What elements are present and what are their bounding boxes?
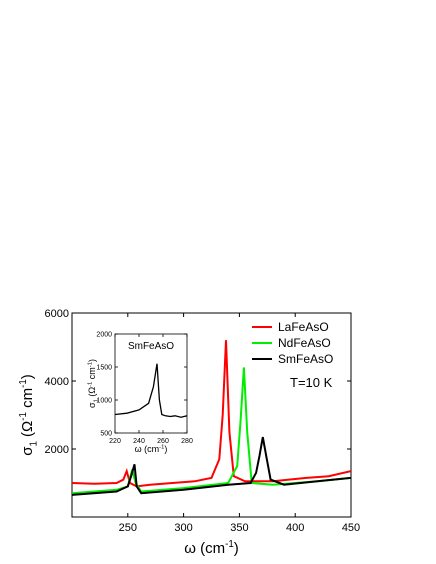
y-tick-label: 6000 bbox=[45, 308, 69, 320]
y-axis-label-part: σ bbox=[19, 446, 36, 456]
series-line bbox=[72, 340, 351, 488]
y-axis-label-part: cm bbox=[87, 367, 97, 382]
legend-label: LaFeAsO bbox=[278, 320, 329, 334]
y-axis-label-part: -1 bbox=[18, 412, 29, 421]
x-tick-label: 220 bbox=[109, 438, 121, 445]
x-axis-label-part: -1 bbox=[159, 444, 164, 450]
x-axis-label-part: ω (cm bbox=[135, 444, 160, 454]
x-axis-label-part: ) bbox=[234, 540, 239, 557]
x-axis-label: ω (cm-1) bbox=[184, 539, 239, 557]
inset-title: SmFeAsO bbox=[128, 341, 174, 352]
y-tick-label: 4000 bbox=[45, 376, 69, 388]
series-line bbox=[115, 363, 187, 418]
y-axis-label-part: (Ω bbox=[87, 387, 97, 399]
y-axis-label-part: ) bbox=[19, 374, 36, 379]
y-axis-label-part: 1 bbox=[29, 441, 40, 446]
x-tick-label: 260 bbox=[157, 438, 169, 445]
y-axis-label: σ1 (Ω-1 cm-1) bbox=[87, 359, 100, 408]
x-axis-label-part: ) bbox=[164, 444, 167, 454]
y-tick-label: 2000 bbox=[96, 331, 112, 338]
plot-frame bbox=[114, 333, 188, 434]
y-axis-label-part: cm bbox=[19, 388, 36, 412]
x-tick-label: 450 bbox=[342, 522, 360, 534]
x-axis-label-part: ω (cm bbox=[184, 540, 225, 557]
y-tick-label: 1000 bbox=[96, 397, 112, 404]
x-tick-label: 300 bbox=[174, 522, 192, 534]
legend-label: SmFeAsO bbox=[278, 352, 333, 366]
y-axis-label-part: σ bbox=[87, 402, 97, 408]
y-axis-label: σ1 (Ω-1 cm-1) bbox=[18, 374, 40, 456]
y-axis-label-part: ) bbox=[87, 359, 97, 362]
y-axis-label-part: 1 bbox=[94, 399, 100, 402]
y-axis-label-part: -1 bbox=[18, 379, 29, 388]
x-tick-label: 240 bbox=[133, 438, 145, 445]
y-tick-label: 2000 bbox=[45, 444, 69, 456]
x-tick-label: 400 bbox=[286, 522, 304, 534]
legend-label: NdFeAsO bbox=[278, 336, 331, 350]
x-axis-label-part: -1 bbox=[225, 539, 234, 550]
x-tick-label: 250 bbox=[119, 522, 137, 534]
x-tick-label: 280 bbox=[181, 438, 193, 445]
y-axis-label-part: -1 bbox=[87, 382, 93, 387]
x-tick-label: 350 bbox=[230, 522, 248, 534]
series-line bbox=[72, 436, 351, 496]
y-tick-label: 1500 bbox=[96, 364, 112, 371]
y-axis-label-part: -1 bbox=[87, 362, 93, 367]
y-axis-label-part: (Ω bbox=[19, 421, 36, 441]
annotation: T=10 K bbox=[290, 375, 333, 390]
y-tick-label: 500 bbox=[100, 430, 112, 437]
x-axis-label: ω (cm-1) bbox=[135, 444, 168, 454]
